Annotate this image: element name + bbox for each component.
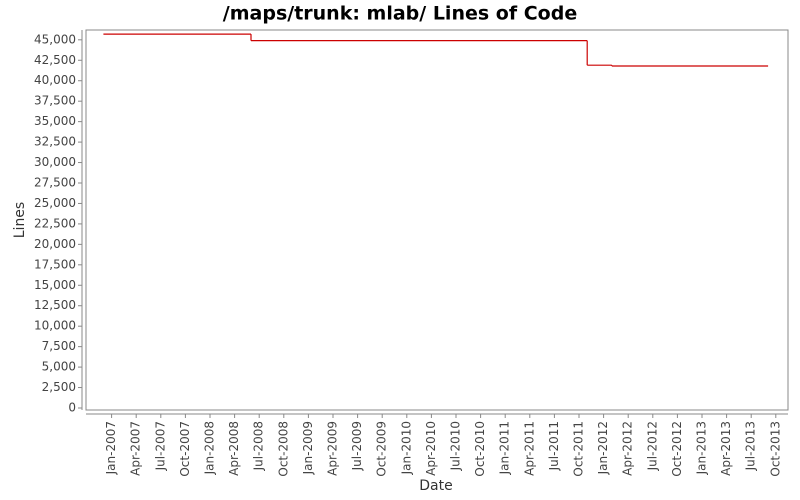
y-tick-label: 35,000 xyxy=(34,114,76,128)
x-tick-label: Jul-2012 xyxy=(645,421,659,471)
y-tick-label: 10,000 xyxy=(34,319,76,333)
y-tick-label: 17,500 xyxy=(34,257,76,271)
y-tick-label: 5,000 xyxy=(42,360,76,374)
y-tick-label: 15,000 xyxy=(34,278,76,292)
x-tick-label: Apr-2012 xyxy=(621,421,635,476)
x-tick-label: Jan-2013 xyxy=(695,421,709,475)
line-end-point xyxy=(767,65,769,67)
y-tick-label: 7,500 xyxy=(42,339,76,353)
y-tick-label: 12,500 xyxy=(34,298,76,312)
x-tick-label: Oct-2007 xyxy=(178,421,192,477)
x-tick-label: Jul-2008 xyxy=(252,421,266,471)
x-tick-label: Apr-2011 xyxy=(522,421,536,476)
x-tick-label: Apr-2010 xyxy=(424,421,438,476)
x-tick-label: Apr-2009 xyxy=(326,421,340,476)
y-tick-label: 0 xyxy=(68,401,76,415)
y-tick-label: 30,000 xyxy=(34,155,76,169)
chart-title: /maps/trunk: mlab/ Lines of Code xyxy=(223,3,577,25)
x-tick-label: Jul-2009 xyxy=(350,421,364,471)
x-tick-label: Oct-2009 xyxy=(375,421,389,477)
x-tick-label: Oct-2011 xyxy=(572,421,586,477)
plot-area xyxy=(85,29,789,411)
x-tick-label: Jul-2010 xyxy=(449,421,463,471)
x-tick-label: Jan-2007 xyxy=(104,421,118,475)
y-tick-label: 32,500 xyxy=(34,135,76,149)
x-tick-label: Oct-2012 xyxy=(670,421,684,477)
x-tick-label: Apr-2008 xyxy=(227,421,241,476)
x-tick-label: Jan-2012 xyxy=(596,421,610,475)
x-tick-label: Jan-2009 xyxy=(301,421,315,475)
y-axis-label: Lines xyxy=(12,202,28,238)
x-tick-label: Jul-2011 xyxy=(547,421,561,471)
x-tick-label: Oct-2008 xyxy=(276,421,290,477)
y-tick-label: 45,000 xyxy=(34,32,76,46)
x-tick-label: Oct-2013 xyxy=(768,421,782,477)
x-tick-label: Jan-2011 xyxy=(498,421,512,475)
x-tick-label: Jan-2010 xyxy=(399,421,413,475)
y-tick-label: 42,500 xyxy=(34,53,76,67)
x-tick-label: Apr-2007 xyxy=(129,421,143,476)
x-tick-label: Oct-2010 xyxy=(473,421,487,477)
y-tick-label: 22,500 xyxy=(34,216,76,230)
y-tick-label: 20,000 xyxy=(34,237,76,251)
x-tick-label: Apr-2013 xyxy=(719,421,733,476)
y-tick-label: 40,000 xyxy=(34,73,76,87)
y-tick-label: 2,500 xyxy=(42,380,76,394)
x-tick-label: Jan-2008 xyxy=(203,421,217,475)
y-tick-label: 25,000 xyxy=(34,196,76,210)
x-axis-label: Date xyxy=(419,478,452,494)
x-tick-label: Jul-2007 xyxy=(153,421,167,471)
y-tick-label: 27,500 xyxy=(34,176,76,190)
x-tick-label: Jul-2013 xyxy=(744,421,758,471)
y-tick-label: 37,500 xyxy=(34,94,76,108)
